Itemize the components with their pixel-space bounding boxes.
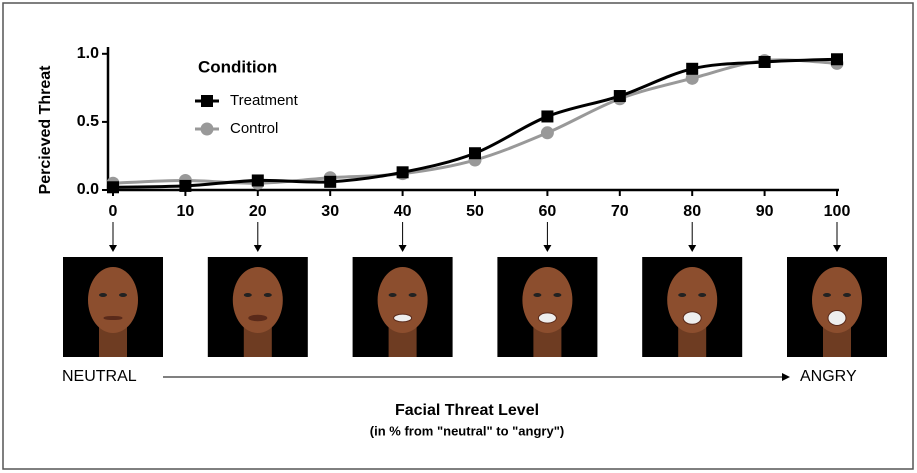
x-tick-label: 60 [539,203,557,220]
point [758,55,771,68]
face-head [812,267,862,333]
x-tick-label: 20 [249,203,267,220]
x-tick-label: 100 [824,203,851,220]
point [396,166,409,179]
face-mouth [827,310,847,326]
legend-marker [200,122,214,136]
x-tick-label: 10 [177,203,195,220]
x-tick-label: 80 [683,203,701,220]
face-eye [243,293,252,297]
face-mouth [537,312,557,324]
face-arrowhead [253,245,262,252]
face-head [522,267,573,333]
face-arrowhead [398,245,407,252]
face-arrowhead [688,245,697,252]
face-eye [553,293,562,297]
legend-title: Condition [198,57,277,76]
legend-label: Treatment [230,92,299,109]
point [251,174,264,187]
legend-marker [201,95,213,107]
y-axis-label: Percieved Threat [37,65,54,195]
face-eye [388,293,397,297]
face-image [207,257,308,357]
face-head [667,267,718,333]
face-arrowhead [543,245,552,252]
y-tick-label: 1.0 [77,45,99,62]
x-axis-label: Facial Threat Level [395,402,539,419]
face-mouth [682,311,702,325]
face-eye [678,293,687,297]
x-tick-label: 0 [109,203,118,220]
point [613,90,626,103]
face-eye [99,293,107,297]
face-eye [698,293,707,297]
face-eye [843,293,851,297]
end-label: ANGRY [800,368,857,385]
face-mouth [248,314,268,322]
point [686,62,699,75]
face-image [787,257,887,357]
point [179,179,192,192]
face-eye [263,293,272,297]
y-tick-label: 0.0 [77,181,99,198]
face-arrowhead [833,245,841,252]
y-tick-label: 0.5 [77,113,99,130]
face-eye [533,293,542,297]
face-image [497,257,598,357]
face-arrowhead [109,245,117,252]
x-tick-label: 30 [321,203,339,220]
face-head [88,267,138,333]
legend-label: Control [230,120,278,137]
x-tick-label: 70 [611,203,629,220]
face-eye [408,293,417,297]
face-image [642,257,743,357]
point [324,175,337,188]
start-label: NEUTRAL [62,368,137,385]
face-image [352,257,453,357]
face-image [63,257,163,357]
x-tick-label: 90 [756,203,774,220]
point [469,147,481,160]
point [685,71,699,85]
face-eye [823,293,831,297]
point [831,53,843,66]
threat-arrowhead [782,373,790,381]
point [540,126,554,140]
x-tick-label: 40 [394,203,412,220]
face-head [377,267,428,333]
x-tick-label: 50 [466,203,484,220]
face-eye [119,293,127,297]
face-mouth [393,313,413,323]
face-head [232,267,283,333]
face-mouth [103,316,123,320]
point [107,181,119,194]
x-axis-sublabel: (in % from "neutral" to "angry") [370,423,564,438]
point [541,110,554,123]
